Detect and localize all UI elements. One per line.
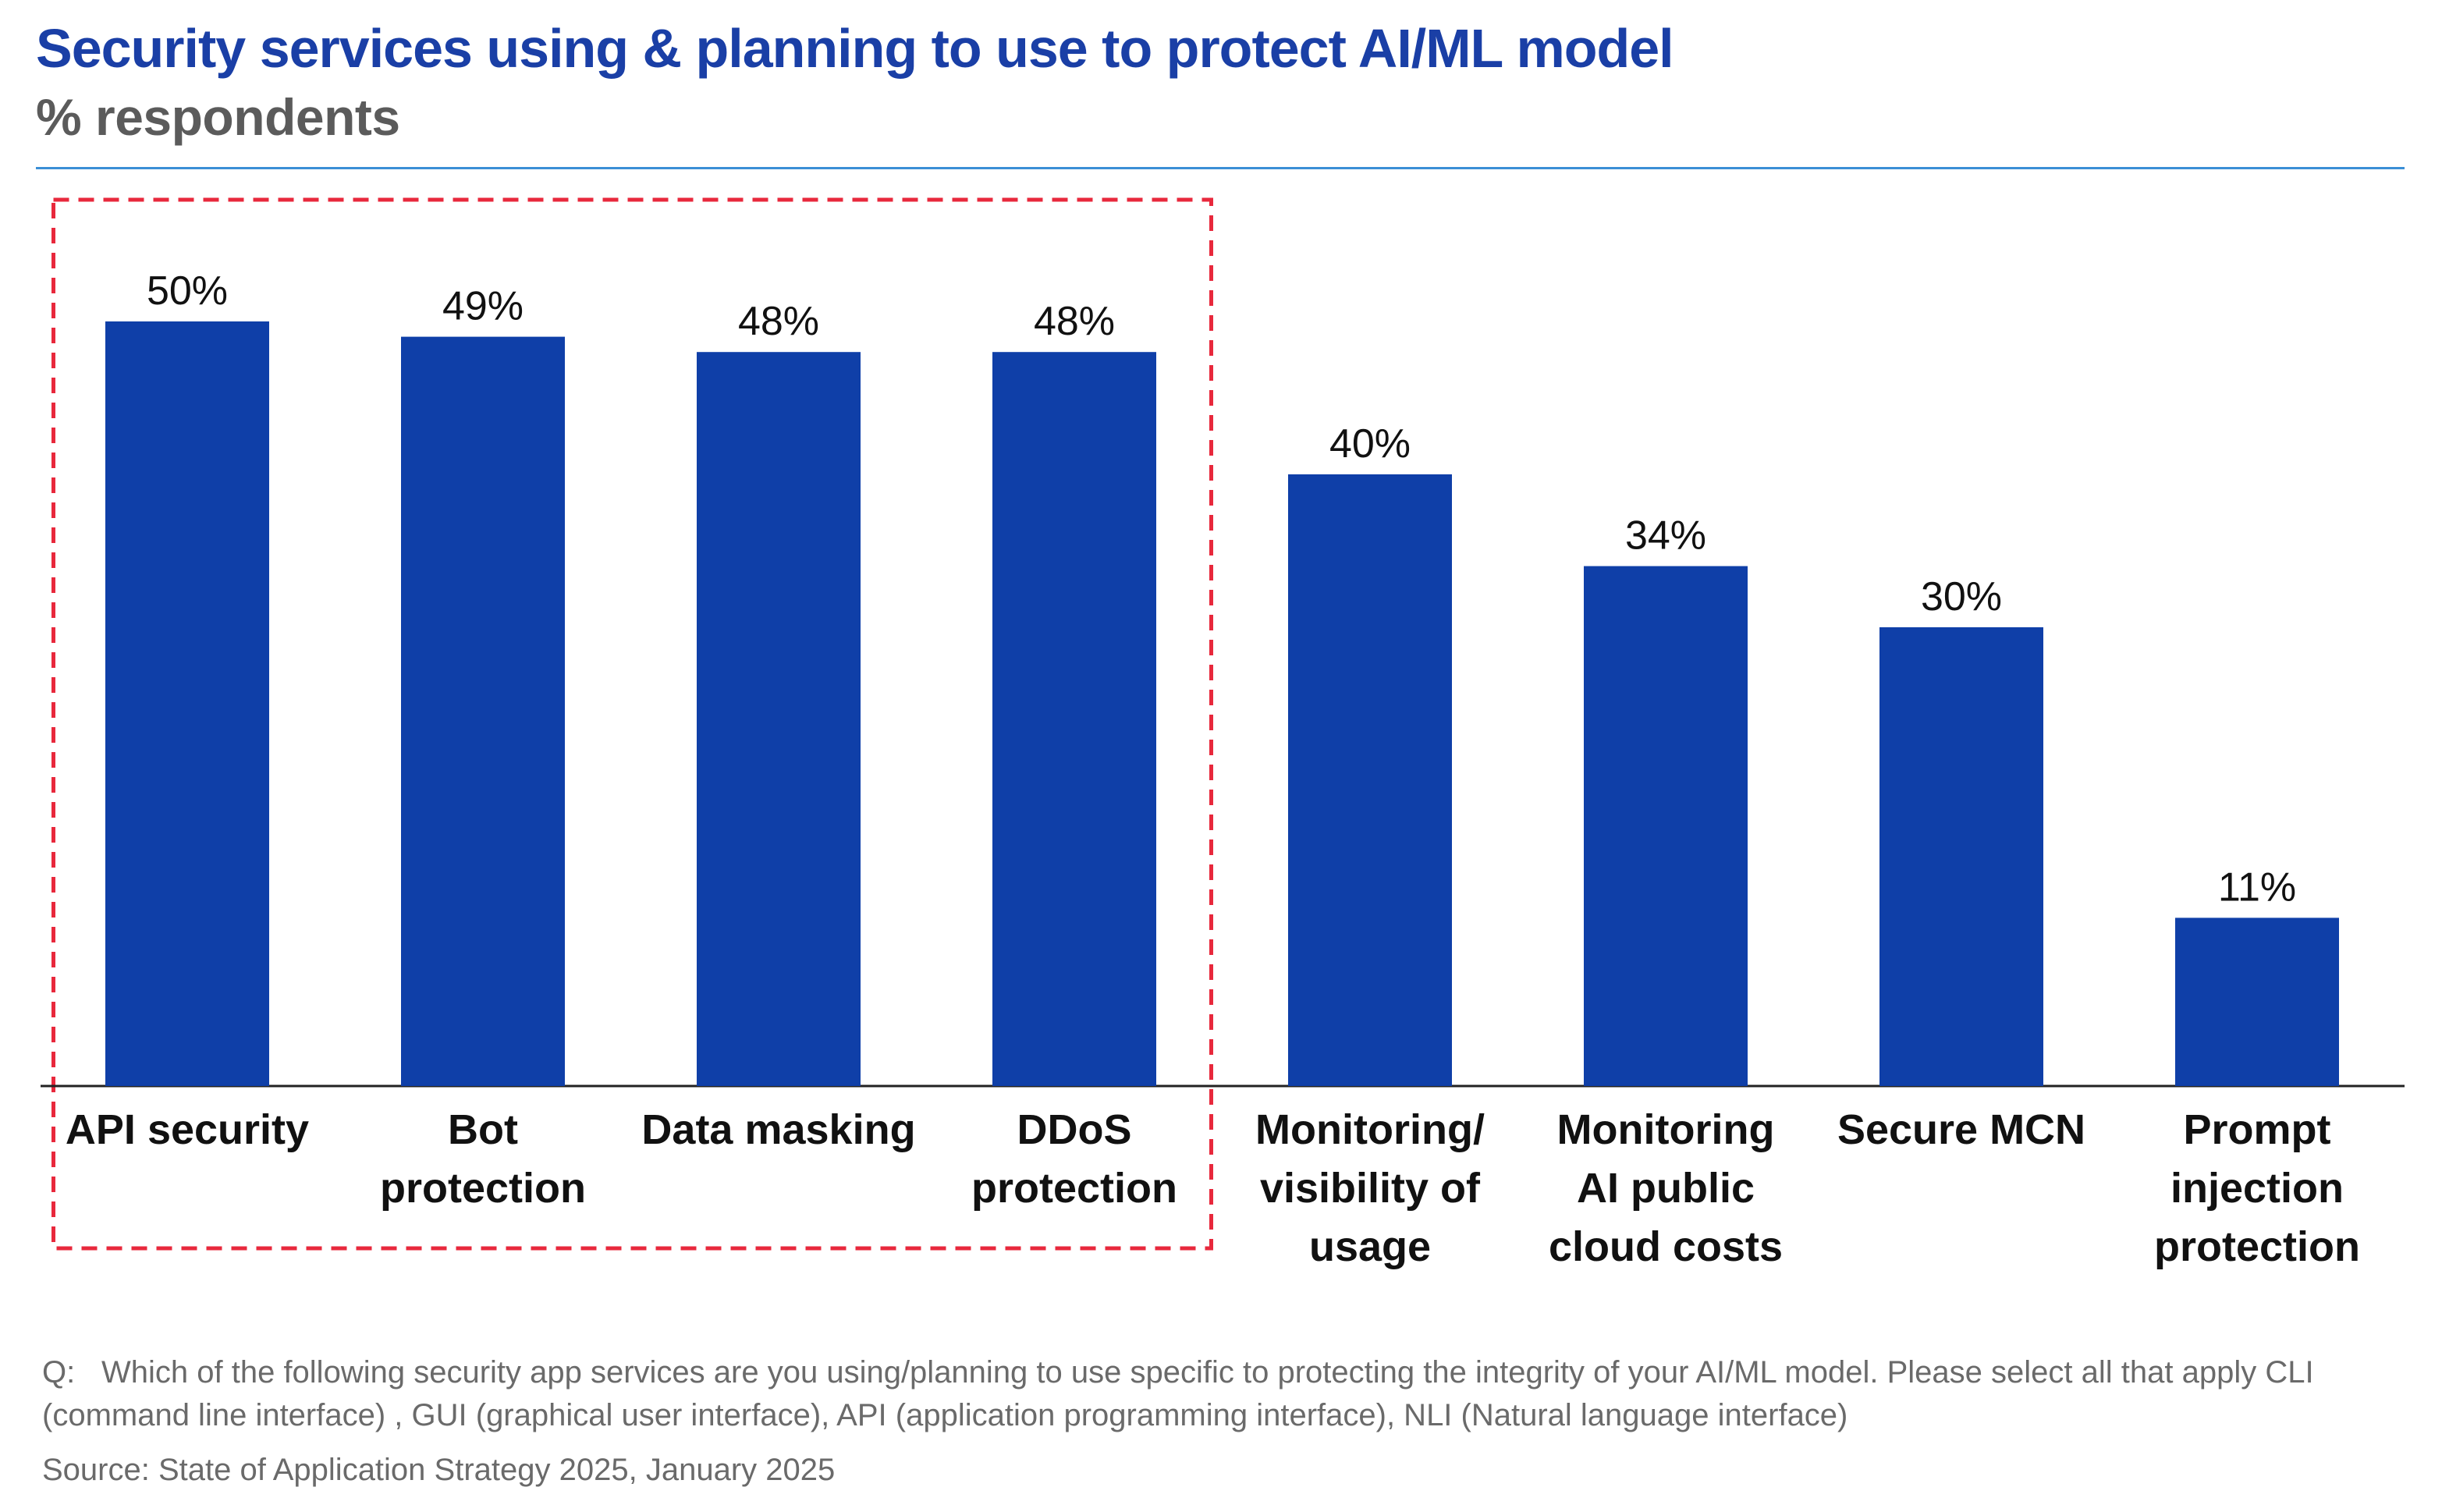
x-tick-label: cloud costs (1549, 1223, 1783, 1270)
bar-value-label: 40% (1329, 421, 1411, 467)
footer-source: Source: State of Application Strategy 20… (42, 1453, 836, 1487)
x-tick-label: Bot (448, 1106, 518, 1153)
x-tick-label: DDoS (1017, 1106, 1132, 1153)
bar-value-label: 49% (442, 284, 524, 329)
title-divider (36, 167, 2405, 169)
x-tick-label: API security (66, 1106, 309, 1153)
bar (992, 352, 1156, 1086)
bar-value-label: 48% (1034, 299, 1115, 344)
x-tick-label: visibility of (1260, 1165, 1481, 1212)
bar (105, 321, 269, 1086)
chart-title: Security services using & planning to us… (36, 18, 1674, 79)
bar-chart: 50% API security 49% Bot protection 48% Data m… (41, 197, 2405, 1270)
x-tick-label: Data masking (641, 1106, 915, 1153)
bar-value-label: 50% (147, 268, 228, 314)
x-tick-label: protection (2154, 1223, 2360, 1270)
footer-question: Q: Which of the following security app se… (42, 1351, 2375, 1437)
bar (2175, 917, 2339, 1086)
x-tick-label: injection (2170, 1165, 2344, 1212)
bar-value-label: 48% (738, 299, 819, 344)
bar (401, 336, 565, 1087)
x-tick-label: AI public (1577, 1165, 1755, 1212)
x-tick-label: Monitoring/ (1255, 1106, 1485, 1153)
bar (1879, 627, 2043, 1086)
bar (697, 352, 861, 1086)
bar-value-label: 34% (1625, 513, 1706, 559)
x-tick-label: usage (1309, 1223, 1431, 1270)
highlight-box (51, 197, 1213, 1251)
chart-subtitle: % respondents (36, 88, 400, 146)
bar-value-label: 11% (2218, 864, 2296, 910)
bar (1584, 566, 1748, 1086)
bar (1288, 474, 1452, 1086)
x-tick-label: Monitoring (1557, 1106, 1775, 1153)
x-tick-label: protection (380, 1165, 586, 1212)
x-tick-label: protection (971, 1165, 1177, 1212)
footer-question-label: Q: (42, 1355, 76, 1390)
bar-value-label: 30% (1921, 574, 2002, 619)
x-tick-label: Secure MCN (1837, 1106, 2085, 1153)
footer-question-text: Which of the following security app serv… (42, 1355, 2314, 1432)
x-tick-label: Prompt (2184, 1106, 2331, 1153)
